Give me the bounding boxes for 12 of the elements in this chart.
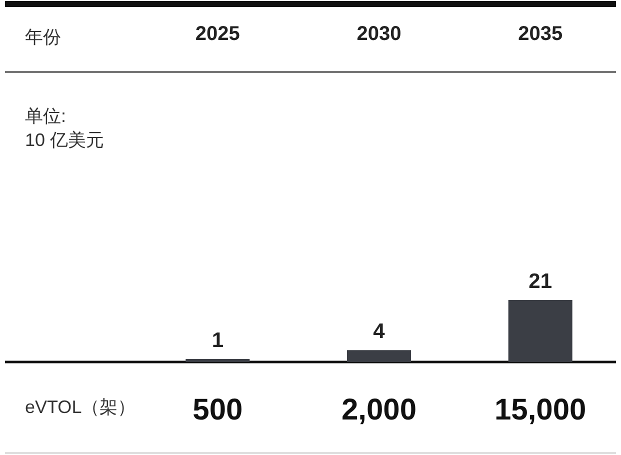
x-axis-title: 年份 [25, 27, 61, 47]
x-tick-label: 2035 [518, 23, 563, 45]
x-tick-label: 2025 [195, 23, 240, 45]
y-axis-title: 单位: 10 亿美元 [25, 106, 104, 150]
data-label: 1 [212, 329, 224, 352]
data-label: 21 [528, 270, 552, 293]
x-tick-label: 2030 [356, 23, 402, 45]
data-label: 4 [373, 320, 386, 344]
text: 500 [192, 394, 243, 426]
text: 2,000 [341, 394, 417, 426]
text: 15,000 [494, 394, 586, 426]
text: eVTOL（架） [25, 397, 136, 417]
